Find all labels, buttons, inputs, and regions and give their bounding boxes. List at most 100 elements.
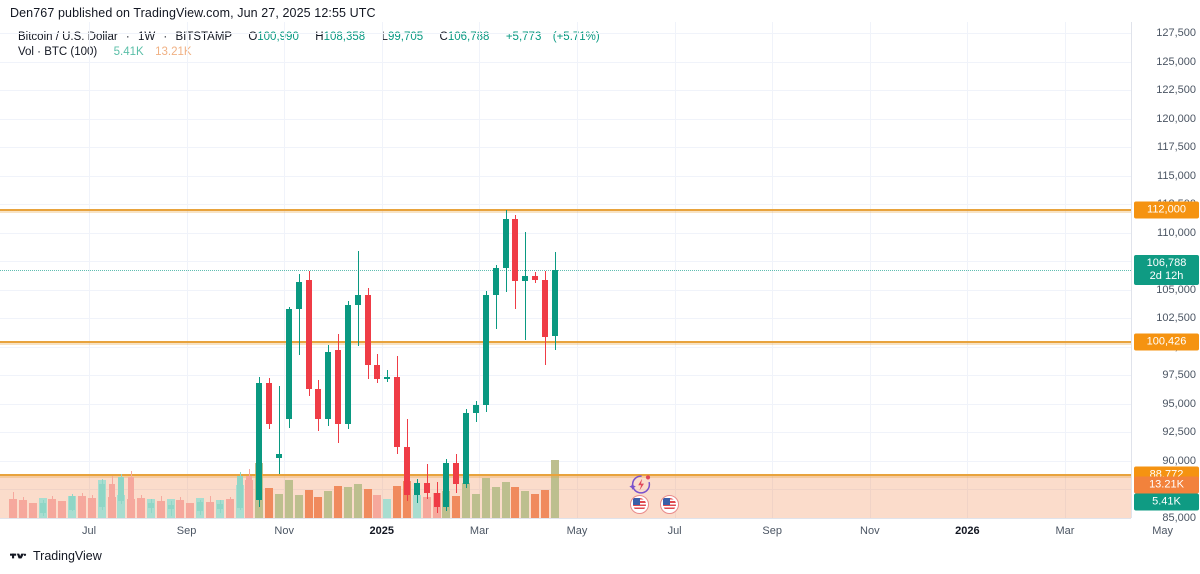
candle-body[interactable] <box>364 294 371 366</box>
chart-plot-area[interactable] <box>0 22 1131 518</box>
candle-body[interactable] <box>138 504 145 508</box>
legend-close-label: C <box>439 31 448 43</box>
legend-sep-1: · <box>125 31 130 43</box>
candle-body[interactable] <box>295 281 302 310</box>
price-tick-label: 105,000 <box>1156 283 1196 296</box>
candle-body[interactable] <box>246 475 253 500</box>
price-tick-label: 85,000 <box>1162 512 1196 524</box>
candle-body[interactable] <box>512 219 519 281</box>
legend-open-label: O <box>248 31 258 43</box>
ai-insight-marker[interactable] <box>628 472 652 496</box>
candle-body[interactable] <box>197 502 204 512</box>
candle-body[interactable] <box>147 503 154 508</box>
candle-body[interactable] <box>39 503 46 514</box>
candle-body[interactable] <box>374 365 381 379</box>
candle-body[interactable] <box>315 389 322 419</box>
volume-bar <box>87 497 96 518</box>
candle-body[interactable] <box>453 463 460 484</box>
candle-body[interactable] <box>69 496 76 510</box>
candle-body[interactable] <box>354 294 361 305</box>
time-tick-label: Nov <box>274 525 294 537</box>
candle-body[interactable] <box>325 351 332 419</box>
candle-body[interactable] <box>541 279 548 337</box>
candle-body[interactable] <box>167 505 174 509</box>
price-badge-last-price[interactable]: 106,788 2d 12h <box>1134 254 1199 285</box>
volume-bar <box>393 486 402 518</box>
candle-body[interactable] <box>551 269 558 336</box>
candle-body[interactable] <box>335 350 342 425</box>
price-badge-volume-value[interactable]: 13.21K <box>1134 476 1199 494</box>
candle-body[interactable] <box>98 483 105 507</box>
candle-body[interactable] <box>157 503 164 509</box>
candle-body[interactable] <box>502 219 509 269</box>
candle-body[interactable] <box>59 507 66 510</box>
price-badge-resistance-112000[interactable]: 112,000 <box>1134 201 1199 219</box>
volume-bar <box>117 494 126 518</box>
horizontal-gridline <box>0 232 1131 234</box>
horizontal-gridline <box>0 61 1131 63</box>
candle-body[interactable] <box>78 496 85 503</box>
legend-sep-2: · <box>163 31 168 43</box>
candle-wick <box>427 464 428 499</box>
candle-body[interactable] <box>423 482 430 493</box>
volume-bar <box>334 485 343 518</box>
candle-body[interactable] <box>492 268 499 295</box>
horizontal-gridline <box>0 489 1131 491</box>
candle-body[interactable] <box>413 482 420 496</box>
price-level-line[interactable] <box>0 209 1131 214</box>
candle-body[interactable] <box>344 304 351 425</box>
legend-volume-row[interactable]: Vol · BTC (100) 5.41K 13.21K <box>18 45 600 60</box>
volume-bar <box>156 500 165 518</box>
volume-bar <box>265 487 274 518</box>
candle-body[interactable] <box>177 505 184 510</box>
candle-body[interactable] <box>29 508 36 514</box>
candle-body[interactable] <box>19 505 26 509</box>
candle-body[interactable] <box>88 502 95 507</box>
candle-body[interactable] <box>266 383 273 425</box>
time-axis[interactable]: Jul Sep Nov 2025 Mar May Jul Sep Nov 2026 Mar May <box>0 518 1173 546</box>
tradingview-logo-icon <box>10 553 27 559</box>
volume-bar <box>383 499 392 518</box>
candle-body[interactable] <box>472 405 479 414</box>
candle-body[interactable] <box>394 376 401 448</box>
economic-event-marker-1[interactable] <box>630 495 649 514</box>
candle-body[interactable] <box>216 504 223 509</box>
candle-body[interactable] <box>49 503 56 508</box>
volume-bar <box>471 494 480 518</box>
price-tick-label: 110,000 <box>1157 226 1196 239</box>
candle-body[interactable] <box>285 309 292 419</box>
price-level-line[interactable] <box>0 341 1131 346</box>
candle-body[interactable] <box>256 383 263 500</box>
candle-body[interactable] <box>522 276 529 281</box>
candle-body[interactable] <box>463 413 470 484</box>
candle-body[interactable] <box>236 475 243 508</box>
price-axis[interactable]: 127,500 125,000 122,500 120,000 117,500 115,0… <box>1131 22 1200 524</box>
tradingview-footer: TradingView <box>10 549 102 563</box>
candle-body[interactable] <box>118 476 125 501</box>
candle-body[interactable] <box>128 476 135 505</box>
candle-body[interactable] <box>404 447 410 496</box>
candle-body[interactable] <box>433 492 440 507</box>
candle-body[interactable] <box>207 502 213 509</box>
price-badge-volume-ma[interactable]: 5.41K <box>1134 493 1199 511</box>
candle-body[interactable] <box>226 504 233 508</box>
candle-body[interactable] <box>443 463 450 507</box>
horizontal-gridline <box>0 261 1131 263</box>
candle-body[interactable] <box>532 276 539 280</box>
candle-body[interactable] <box>187 510 194 512</box>
candle-body[interactable] <box>108 483 115 501</box>
candle-body[interactable] <box>384 376 391 379</box>
candle-body[interactable] <box>275 454 282 458</box>
price-badge-support-100426[interactable]: 100,426 <box>1134 333 1199 351</box>
us-flag-icon <box>633 498 646 511</box>
volume-bar <box>491 487 500 518</box>
candle-body[interactable] <box>10 500 16 506</box>
price-badge-value: 100,426 <box>1146 335 1187 348</box>
candle-body[interactable] <box>305 279 312 390</box>
price-level-line[interactable] <box>0 473 1131 478</box>
economic-event-marker-2[interactable] <box>660 495 679 514</box>
volume-bar <box>373 495 382 518</box>
publisher-line: Den767 published on TradingView.com, Jun… <box>10 6 376 20</box>
candle-body[interactable] <box>482 294 489 406</box>
horizontal-gridline <box>0 403 1131 405</box>
